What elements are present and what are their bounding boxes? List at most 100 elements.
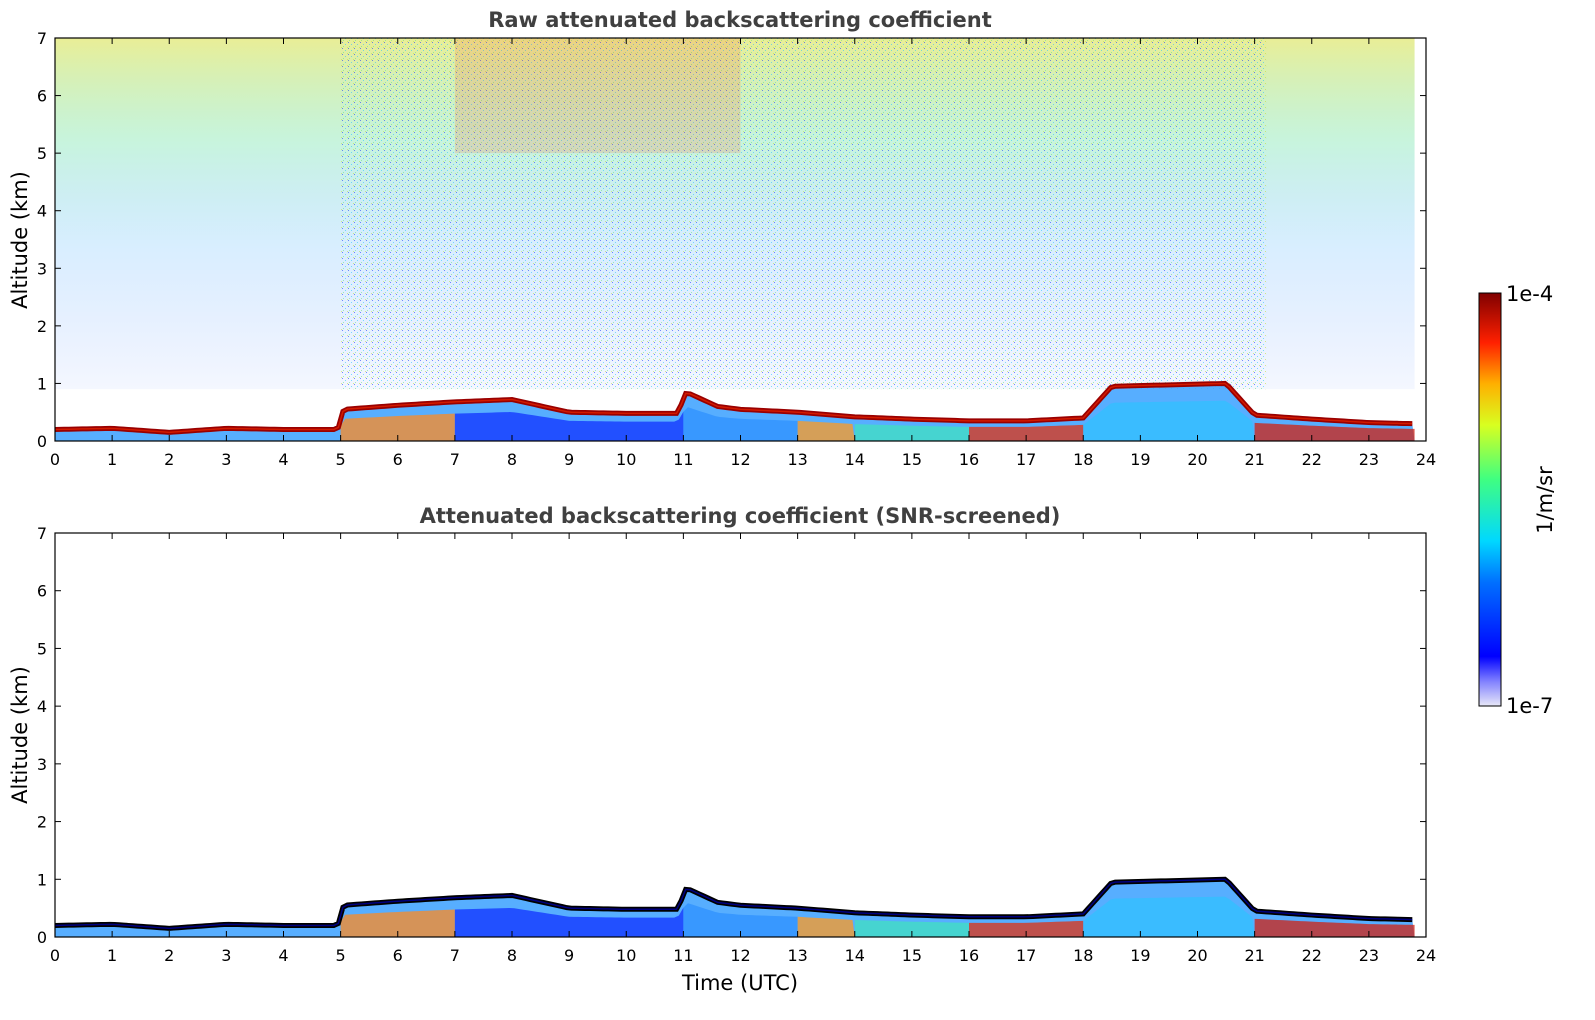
y-tick-label: 5 <box>37 144 47 163</box>
aerosol-layer-band <box>969 920 1084 937</box>
x-tick-label: 15 <box>902 946 922 965</box>
x-tick-label: 4 <box>278 946 288 965</box>
x-tick-label: 12 <box>730 450 750 469</box>
raw-y-axis-label: Altitude (km) <box>8 171 32 309</box>
daytime-noise-band <box>454 38 741 154</box>
y-tick-label: 2 <box>37 317 47 336</box>
aerosol-layer-band <box>1083 896 1255 937</box>
x-tick-label: 7 <box>450 946 460 965</box>
screened-plot-frame <box>54 532 1427 938</box>
y-tick-label: 6 <box>37 582 47 601</box>
x-tick-label: 14 <box>845 450 865 469</box>
x-tick-label: 11 <box>673 450 693 469</box>
x-tick-label: 7 <box>450 450 460 469</box>
screened-y-ticks: 0 1 2 3 4 5 6 7 <box>37 524 1426 947</box>
aerosol-layer-band <box>454 411 684 441</box>
colorbar-unit-label: 1/m/sr <box>1533 466 1557 534</box>
x-tick-label: 3 <box>221 946 231 965</box>
x-tick-label: 4 <box>278 450 288 469</box>
y-tick-label: 1 <box>37 374 47 393</box>
raw-backscatter-panel: Raw attenuated backscattering coefficien… <box>8 8 1436 469</box>
x-tick-label: 20 <box>1187 946 1207 965</box>
y-tick-label: 4 <box>37 202 47 221</box>
x-tick-label: 16 <box>959 450 979 469</box>
aerosol-layer-band <box>340 909 455 937</box>
screened-x-ticks: 0 1 2 3 4 5 6 7 8 9 10 11 12 13 14 15 16 17 18 19 20 21 22 23 24 <box>50 533 1436 965</box>
x-tick-label: 0 <box>50 946 60 965</box>
screened-heatmap-area <box>54 876 1415 937</box>
x-tick-label: 5 <box>336 946 346 965</box>
x-tick-label: 23 <box>1359 450 1379 469</box>
y-tick-label: 1 <box>37 870 47 889</box>
aerosol-layer-band <box>1254 918 1415 937</box>
sky-noise-speckle <box>340 38 1267 390</box>
aerosol-layer-band <box>797 420 855 441</box>
x-tick-label: 18 <box>1073 450 1093 469</box>
x-tick-label: 10 <box>616 946 636 965</box>
snr-screened-panel: Attenuated backscattering coefficient (S… <box>8 504 1436 995</box>
aerosol-layer-band <box>683 407 798 441</box>
x-tick-label: 24 <box>1416 450 1436 469</box>
x-tick-label: 0 <box>50 450 60 469</box>
x-tick-label: 21 <box>1244 946 1264 965</box>
raw-y-ticks: 0 1 2 3 4 5 6 7 <box>37 29 1426 451</box>
x-tick-label: 1 <box>107 450 117 469</box>
colorbar-max-label: 1e-4 <box>1506 282 1553 306</box>
x-tick-label: 18 <box>1073 946 1093 965</box>
screened-y-axis-label: Altitude (km) <box>8 666 32 804</box>
raw-x-ticks: 0 1 2 3 4 5 6 7 8 9 10 11 12 13 14 15 16 17 18 19 20 21 22 23 24 <box>50 38 1436 469</box>
x-tick-label: 9 <box>564 450 574 469</box>
y-tick-label: 0 <box>37 928 47 947</box>
x-tick-label: 11 <box>673 946 693 965</box>
x-tick-label: 24 <box>1416 946 1436 965</box>
aerosol-layer-band <box>854 424 969 441</box>
x-tick-label: 13 <box>787 946 807 965</box>
x-tick-label: 17 <box>1016 946 1036 965</box>
colorbar-min-label: 1e-7 <box>1506 694 1553 718</box>
x-tick-label: 15 <box>902 450 922 469</box>
y-tick-label: 0 <box>37 432 47 451</box>
x-tick-label: 1 <box>107 946 117 965</box>
x-tick-label: 2 <box>164 450 174 469</box>
x-tick-label: 17 <box>1016 450 1036 469</box>
aerosol-layer-band <box>1083 400 1255 441</box>
y-tick-label: 3 <box>37 259 47 278</box>
aerosol-layer-band <box>797 916 855 937</box>
y-tick-label: 3 <box>37 755 47 774</box>
y-tick-label: 2 <box>37 813 47 832</box>
x-tick-label: 13 <box>787 450 807 469</box>
x-tick-label: 12 <box>730 946 750 965</box>
colorbar: 1e-4 1e-7 1/m/sr <box>1478 282 1557 718</box>
x-axis-label: Time (UTC) <box>681 971 798 995</box>
layer-top-edge <box>54 878 1413 930</box>
aerosol-layer-band <box>854 920 969 937</box>
aerosol-layer-band <box>454 907 684 937</box>
x-tick-label: 14 <box>845 946 865 965</box>
x-tick-label: 8 <box>507 946 517 965</box>
y-tick-label: 7 <box>37 524 47 543</box>
y-tick-label: 5 <box>37 639 47 658</box>
x-tick-label: 23 <box>1359 946 1379 965</box>
raw-heatmap-area <box>54 38 1415 441</box>
x-tick-label: 22 <box>1302 450 1322 469</box>
y-tick-label: 6 <box>37 87 47 106</box>
y-tick-label: 7 <box>37 29 47 48</box>
x-tick-label: 20 <box>1187 450 1207 469</box>
x-tick-label: 22 <box>1302 946 1322 965</box>
aerosol-layer-band <box>683 903 798 937</box>
aerosol-layer-band <box>1254 422 1415 441</box>
layer-top-edge <box>54 382 1413 434</box>
x-tick-label: 9 <box>564 946 574 965</box>
x-tick-label: 19 <box>1130 450 1150 469</box>
x-tick-label: 19 <box>1130 946 1150 965</box>
y-tick-label: 4 <box>37 697 47 716</box>
x-tick-label: 21 <box>1244 450 1264 469</box>
raw-panel-title: Raw attenuated backscattering coefficien… <box>488 8 992 32</box>
screened-panel-title: Attenuated backscattering coefficient (S… <box>420 504 1061 528</box>
x-tick-label: 6 <box>393 946 403 965</box>
x-tick-label: 6 <box>393 450 403 469</box>
aerosol-layer-band <box>340 413 455 441</box>
x-tick-label: 16 <box>959 946 979 965</box>
x-tick-label: 2 <box>164 946 174 965</box>
